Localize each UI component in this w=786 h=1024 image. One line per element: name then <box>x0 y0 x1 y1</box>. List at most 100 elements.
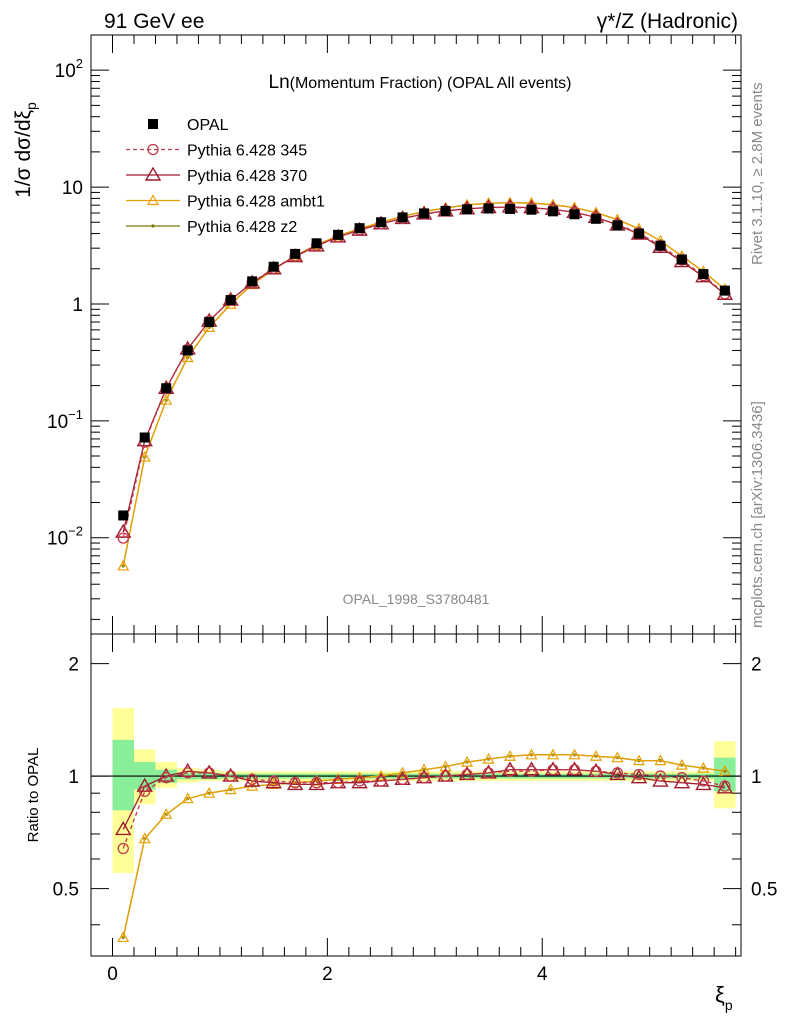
data-point <box>376 217 387 228</box>
ratio-y-tick-label-right: 2 <box>751 655 762 676</box>
series-point-ratio <box>203 786 216 798</box>
main-title-ln: Ln <box>269 72 290 93</box>
header-right: γ*/Z (Hadronic) <box>597 10 738 33</box>
series-point-ratio <box>716 779 734 794</box>
series-point-main <box>160 393 173 405</box>
series-point-ratio <box>224 783 237 795</box>
data-point <box>569 209 580 220</box>
series-point-ratio <box>504 765 516 777</box>
data-point <box>633 228 644 239</box>
series-point-ratio <box>633 768 645 781</box>
y-tick-base: 10 <box>47 412 68 433</box>
series-point-main <box>138 450 151 462</box>
series-point-ratio <box>568 748 581 760</box>
legend-marker <box>144 166 162 181</box>
main-ylabel: 1/σ dσ/dξp <box>12 102 39 198</box>
series-point-ratio <box>351 774 368 789</box>
series-point-ratio <box>117 931 130 943</box>
data-point <box>247 276 258 287</box>
series-point-ratio <box>179 762 196 777</box>
ratio-y-tick-label-left: 0.5 <box>53 880 79 901</box>
series-point-ratio <box>482 752 495 764</box>
series-point-ratio <box>547 764 559 776</box>
series-point-main <box>117 559 130 571</box>
series-point-ratio <box>332 777 344 789</box>
x-axis-label-text: ξ <box>715 982 725 1007</box>
series-point-ratio <box>289 777 301 789</box>
data-point <box>204 317 215 328</box>
y-tick-label: 1 <box>72 295 83 316</box>
data-point <box>354 223 365 234</box>
y-tick-label: 102 <box>55 56 83 82</box>
y-tick-label: 10−2 <box>47 524 83 550</box>
series-point-ratio <box>353 775 366 787</box>
series-point-ratio <box>590 765 602 777</box>
data-point <box>182 345 193 356</box>
data-point <box>419 208 430 219</box>
series-point-ratio <box>695 776 712 791</box>
band-green <box>714 757 736 792</box>
series-point-ratio <box>117 842 129 855</box>
ratio-panel: 0 2 4 0.5 0.5 1 1 2 2 Ratio to OPAL ξp <box>25 633 777 1013</box>
data-point <box>397 212 408 223</box>
ratio-y-tick-label-right: 0.5 <box>751 880 777 901</box>
data-point <box>526 204 537 215</box>
x-tick-label: 2 <box>322 964 333 985</box>
series-point-ratio <box>525 748 538 760</box>
y-tick-exp: −1 <box>68 407 83 422</box>
series-point-ratio <box>697 775 710 787</box>
series-point-ratio <box>246 773 258 786</box>
ratio-frame <box>90 633 742 957</box>
y-tick-base: 10 <box>47 529 68 550</box>
series-point-ratio <box>676 772 688 784</box>
series-point-ratio <box>546 748 560 760</box>
data-point <box>290 248 301 259</box>
main-title: Ln(Momentum Fraction) (OPAL All events) <box>269 72 572 93</box>
series-point-ratio <box>225 770 237 782</box>
series-point-ratio <box>308 776 325 791</box>
legend-label: Pythia 6.428 ambt1 <box>187 194 325 211</box>
legend-marker <box>151 224 155 228</box>
series-point-ratio <box>611 751 624 763</box>
legend-marker <box>148 119 158 129</box>
ratio-ylabel: Ratio to OPAL <box>25 748 42 843</box>
data-point <box>225 295 236 306</box>
data-point <box>139 432 150 443</box>
y-tick-exp: 2 <box>76 56 83 71</box>
series-point-ratio <box>501 761 519 776</box>
series-point-ratio <box>611 767 624 779</box>
series-point-ratio <box>503 750 517 761</box>
series-point-ratio <box>138 832 151 844</box>
data-point <box>268 261 279 272</box>
series-point-ratio <box>718 765 731 776</box>
legend-label: Pythia 6.428 370 <box>187 168 307 185</box>
data-point <box>676 254 687 265</box>
series-point-ratio <box>525 765 538 777</box>
data-point <box>590 213 601 224</box>
series-point-ratio <box>139 785 151 798</box>
series-point-ratio <box>310 777 323 789</box>
series-line-main <box>122 202 726 567</box>
y-tick-base: 10 <box>62 178 83 199</box>
main-title-rest: (Momentum Fraction) (OPAL All events) <box>290 75 572 92</box>
data-point <box>311 238 322 249</box>
x-axis-label-sub: p <box>725 997 733 1013</box>
legend-marker <box>146 194 160 206</box>
legend: OPAL Pythia 6.428 345 Pythia 6.428 370 Pyth… <box>126 117 325 236</box>
data-point <box>698 269 709 280</box>
data-point <box>719 285 730 296</box>
data-point <box>655 240 666 251</box>
series-point-main <box>117 532 129 544</box>
series-point-ratio <box>482 767 495 779</box>
x-axis-label: ξp <box>715 982 733 1013</box>
data-point <box>505 203 516 214</box>
series-point-ratio <box>418 772 430 784</box>
series-line-main <box>122 202 726 567</box>
series-point-ratio <box>439 770 452 782</box>
y-tick-base: 1 <box>72 295 83 316</box>
data-point <box>612 220 623 231</box>
series-point-ratio <box>267 775 280 787</box>
rivet-label: Rivet 3.1.10, ≥ 2.8M events <box>749 83 766 266</box>
